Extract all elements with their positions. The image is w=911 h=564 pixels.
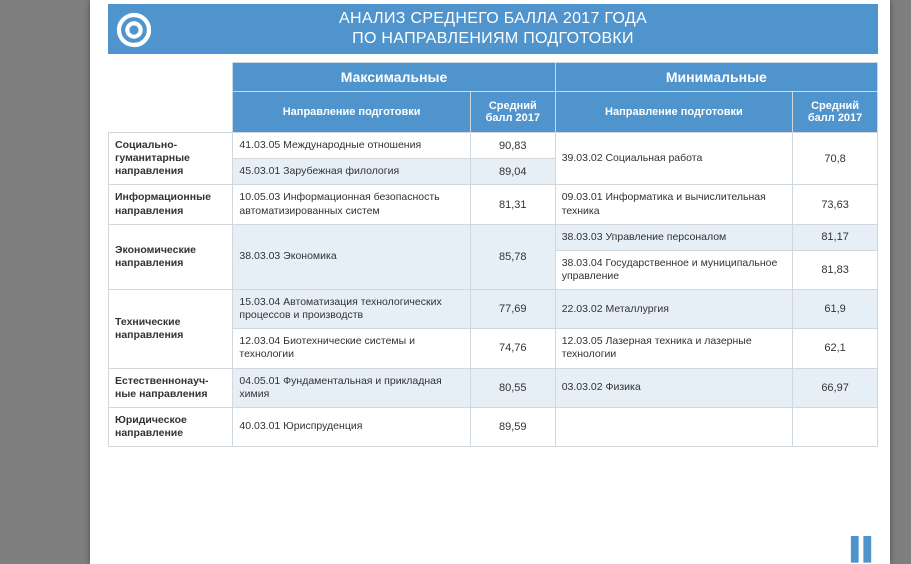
max-direction-cell: 12.03.04 Биотехнические системы и технол… [233,329,470,368]
table-row: Естественнонауч-ные направления04.05.01 … [109,368,878,407]
viewport: АНАЛИЗ СРЕДНЕГО БАЛЛА 2017 ГОДА ПО НАПРА… [0,0,911,564]
min-direction-cell: 38.03.03 Управление персоналом [555,224,792,250]
title-band: АНАЛИЗ СРЕДНЕГО БАЛЛА 2017 ГОДА ПО НАПРА… [108,4,878,54]
table-row: Информационные направления10.05.03 Инфор… [109,185,878,224]
table-row: Экономические направления38.03.03 Эконом… [109,224,878,250]
table-row: Технические направления15.03.04 Автомати… [109,290,878,329]
min-direction-cell: 09.03.01 Информатика и вычислительная те… [555,185,792,224]
min-score-cell: 81,83 [793,250,878,289]
title-line-2: ПО НАПРАВЛЕНИЯМ ПОДГОТОВКИ [108,29,878,49]
header-group-max: Максимальные [233,63,555,92]
category-cell: Информационные направления [109,185,233,224]
logo-icon [114,10,154,50]
max-direction-cell: 38.03.03 Экономика [233,224,470,289]
max-score-cell: 74,76 [470,329,555,368]
category-cell: Юридическое направление [109,407,233,446]
max-direction-cell: 41.03.05 Международные отношения [233,133,470,159]
decorative-corner-icon: ▌▌ [851,536,876,562]
min-score-cell: 70,8 [793,133,878,185]
max-direction-cell: 04.05.01 Фундаментальная и прикладная хи… [233,368,470,407]
min-direction-cell: 22.03.02 Металлургия [555,290,792,329]
header-max-score: Средний балл 2017 [470,92,555,133]
max-score-cell: 90,83 [470,133,555,159]
category-cell: Экономические направления [109,224,233,289]
table-row: Юридическое направление40.03.01 Юриспруд… [109,407,878,446]
analysis-table: Максимальные Минимальные Направление под… [108,62,878,447]
max-score-cell: 89,04 [470,159,555,185]
max-score-cell: 80,55 [470,368,555,407]
max-score-cell: 85,78 [470,224,555,289]
min-direction-cell [555,407,792,446]
slide-page: АНАЛИЗ СРЕДНЕГО БАЛЛА 2017 ГОДА ПО НАПРА… [90,0,890,564]
header-group-min: Минимальные [555,63,877,92]
title-line-1: АНАЛИЗ СРЕДНЕГО БАЛЛА 2017 ГОДА [108,9,878,29]
min-score-cell: 81,17 [793,224,878,250]
header-min-score: Средний балл 2017 [793,92,878,133]
min-score-cell: 62,1 [793,329,878,368]
min-score-cell: 73,63 [793,185,878,224]
header-corner [109,63,233,133]
min-score-cell: 66,97 [793,368,878,407]
header-min-direction: Направление подготовки [555,92,792,133]
category-cell: Естественнонауч-ные направления [109,368,233,407]
min-direction-cell: 38.03.04 Государственное и муниципальное… [555,250,792,289]
min-direction-cell: 03.03.02 Физика [555,368,792,407]
min-score-cell: 61,9 [793,290,878,329]
max-score-cell: 77,69 [470,290,555,329]
max-score-cell: 81,31 [470,185,555,224]
category-cell: Социально-гуманитарные направления [109,133,233,185]
category-cell: Технические направления [109,290,233,369]
max-direction-cell: 45.03.01 Зарубежная филология [233,159,470,185]
max-direction-cell: 40.03.01 Юриспруденция [233,407,470,446]
min-direction-cell: 39.03.02 Социальная работа [555,133,792,185]
table-row: Социально-гуманитарные направления41.03.… [109,133,878,159]
min-score-cell [793,407,878,446]
min-direction-cell: 12.03.05 Лазерная техника и лазерные тех… [555,329,792,368]
max-score-cell: 89,59 [470,407,555,446]
table-body: Социально-гуманитарные направления41.03.… [109,133,878,447]
max-direction-cell: 10.05.03 Информационная безопасность авт… [233,185,470,224]
max-direction-cell: 15.03.04 Автоматизация технологических п… [233,290,470,329]
header-max-direction: Направление подготовки [233,92,470,133]
